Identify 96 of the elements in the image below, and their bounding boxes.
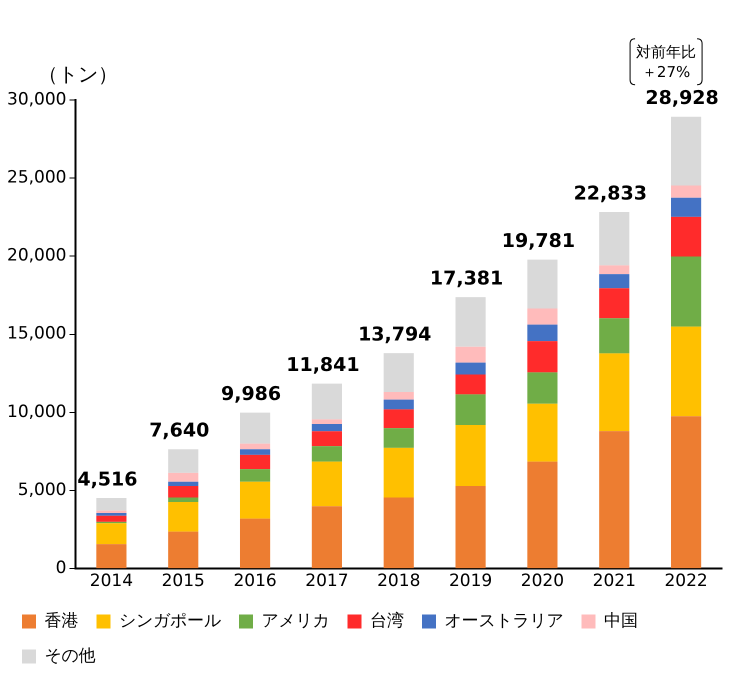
text: ＋27% — [642, 63, 690, 82]
y-tick-label: 30,000 — [7, 89, 66, 110]
bar — [670, 216, 702, 257]
x-tick-label: 2018 — [377, 571, 420, 592]
bar — [240, 518, 270, 568]
bar — [96, 512, 126, 516]
legend-label: 中国 — [604, 610, 638, 631]
bar — [455, 394, 486, 426]
total-label: 7,640 — [149, 420, 210, 442]
x-tick-label: 2021 — [592, 571, 636, 592]
bar — [384, 400, 414, 410]
bar — [168, 532, 198, 568]
bar — [455, 346, 486, 363]
text: 対前年比 — [636, 43, 696, 62]
y-axis-title: （トン） — [38, 62, 118, 86]
total-label: 19,781 — [502, 230, 576, 252]
bar — [455, 362, 486, 374]
bar — [96, 544, 126, 568]
bar — [240, 449, 270, 455]
bar — [527, 404, 558, 462]
bar — [527, 308, 558, 325]
total-label: 17,381 — [430, 268, 504, 290]
bar — [240, 482, 270, 519]
legend-label: アメリカ — [262, 610, 330, 631]
bar — [670, 185, 702, 198]
bar — [312, 424, 342, 432]
bar — [168, 486, 198, 498]
bar — [312, 446, 342, 462]
total-label: 22,833 — [574, 182, 647, 204]
bar — [670, 116, 702, 186]
bar — [384, 409, 414, 428]
total-label: 28,928 — [645, 87, 719, 110]
bar — [96, 516, 126, 522]
x-tick-label: 2017 — [305, 571, 349, 592]
bar — [599, 212, 630, 266]
bar — [527, 341, 558, 372]
y-tick-label: 10,000 — [7, 402, 66, 422]
x-tick-label: 2019 — [448, 571, 492, 592]
bar — [168, 502, 198, 532]
bar — [384, 353, 414, 392]
y-tick-label: 15,000 — [7, 324, 66, 344]
bar — [670, 198, 702, 217]
bar — [312, 419, 342, 424]
bar — [168, 498, 198, 502]
bar — [527, 462, 558, 568]
y-tick-label: 20,000 — [7, 246, 66, 266]
bar — [240, 412, 270, 444]
y-tick-label: 0 — [56, 558, 66, 578]
bar — [168, 449, 198, 473]
bar — [455, 297, 486, 347]
legend-label: シンガポール — [119, 610, 221, 631]
bar — [240, 454, 270, 470]
bar — [384, 428, 414, 448]
bar — [96, 498, 126, 511]
bar — [599, 353, 630, 432]
bar — [599, 431, 630, 568]
x-tick-label: 2022 — [664, 571, 708, 592]
x-tick-label: 2016 — [233, 571, 277, 592]
bar — [312, 431, 342, 446]
x-tick-label: 2020 — [520, 571, 564, 592]
total-label: 9,986 — [221, 383, 282, 406]
bar — [455, 486, 486, 568]
legend-label: その他 — [44, 646, 96, 666]
bar — [670, 416, 702, 568]
bar — [599, 265, 630, 274]
bar — [168, 482, 198, 486]
bar — [527, 260, 558, 309]
bar — [599, 274, 630, 288]
bar — [168, 472, 198, 482]
bar — [312, 384, 342, 420]
x-tick-label: 2015 — [162, 571, 205, 592]
legend-label: オーストラリア — [444, 610, 564, 631]
bar — [455, 425, 486, 486]
bar — [527, 372, 558, 404]
y-tick-label: 25,000 — [7, 168, 66, 188]
legend-label: 台湾 — [370, 610, 404, 631]
bar — [527, 324, 558, 342]
bar — [670, 256, 702, 327]
total-label: 11,841 — [286, 354, 360, 376]
legend-label: 香港 — [44, 610, 78, 631]
y-tick-label: 5,000 — [18, 480, 66, 500]
bar — [599, 318, 630, 354]
bar — [240, 444, 270, 450]
bar — [384, 392, 414, 400]
x-tick-label: 2014 — [90, 571, 134, 592]
bar — [599, 288, 630, 318]
bar — [96, 523, 126, 544]
bar — [312, 462, 342, 506]
bar — [670, 326, 702, 416]
total-label: 4,516 — [77, 468, 138, 490]
bar — [240, 469, 270, 482]
bar — [455, 374, 486, 394]
bar — [384, 498, 414, 568]
total-label: 13,794 — [358, 324, 432, 346]
bar — [312, 506, 342, 568]
bar — [384, 448, 414, 498]
